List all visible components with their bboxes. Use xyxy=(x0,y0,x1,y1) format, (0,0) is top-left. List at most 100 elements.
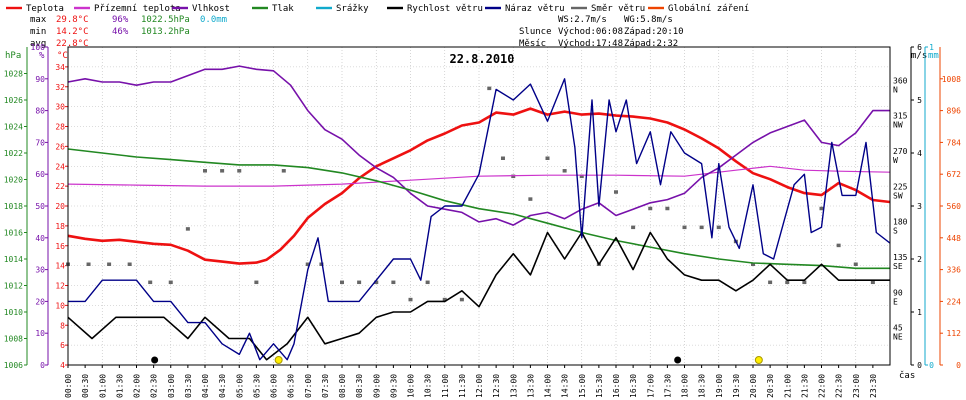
wind-direction-point xyxy=(127,262,132,266)
wind-direction-point xyxy=(340,280,344,285)
wind-direction-point xyxy=(528,197,533,201)
wind-direction-point xyxy=(785,280,790,285)
wind-speed-tick-label: 3 xyxy=(917,202,922,211)
info-panel: WS:2.7m/s WG:5.8m/s Slunce Východ:06:08 … xyxy=(519,15,684,49)
x-tick-label: 00:30 xyxy=(81,374,90,398)
x-tick-label: 18:30 xyxy=(698,374,707,398)
wind-direction-point xyxy=(391,280,396,285)
pressure-tick-label: 1016 xyxy=(4,229,23,238)
x-tick-label: 16:00 xyxy=(612,374,621,398)
sun-moon-markers xyxy=(151,356,763,364)
x-tick-label: 10:30 xyxy=(424,374,433,398)
x-tick-label: 03:00 xyxy=(167,374,176,398)
pressure-tick-label: 1018 xyxy=(4,202,23,211)
wind-speed-unit: m/s xyxy=(911,51,927,61)
wind-direction-point xyxy=(107,262,112,266)
stat-min-temp: 14.2°C xyxy=(56,27,89,37)
radiation-tick-label: 896 xyxy=(947,107,962,116)
wind-direction-compass-label: E xyxy=(893,297,898,306)
x-tick-label: 02:00 xyxy=(133,374,142,398)
wind-direction-point xyxy=(836,243,841,248)
wind-direction-point xyxy=(237,169,242,173)
x-tick-label: 13:30 xyxy=(526,374,535,398)
x-tick-label: 10:00 xyxy=(407,374,416,398)
x-tick-label: 07:00 xyxy=(304,374,313,398)
legend-label: Přízemní teplota xyxy=(94,4,181,14)
x-tick-label: 20:00 xyxy=(749,374,758,398)
moon-marker xyxy=(674,356,682,364)
x-tick-label: 07:30 xyxy=(321,374,330,398)
pressure-tick-label: 1026 xyxy=(4,96,23,105)
wind-direction-point xyxy=(768,280,773,285)
x-tick-label: 21:30 xyxy=(800,374,809,398)
wind-speed-tick-label: 4 xyxy=(917,149,922,158)
temperature-tick-label: 14 xyxy=(55,262,65,271)
wind-direction-tick-label: 45 xyxy=(893,324,903,333)
x-tick-label: 09:00 xyxy=(372,374,381,398)
x-tick-label: 08:00 xyxy=(338,374,347,398)
info-moon-rise: Východ:17:48 xyxy=(558,39,623,49)
x-tick-label: 11:00 xyxy=(441,374,450,398)
stat-max-temp: 29.8°C xyxy=(56,15,89,25)
wind-direction-compass-label: N xyxy=(893,85,898,94)
pressure-tick-label: 1012 xyxy=(4,282,23,291)
humidity-tick-label: 80 xyxy=(35,107,45,116)
legend-label: Teplota xyxy=(26,4,64,14)
wind-speed-tick-label: 1 xyxy=(917,308,922,317)
x-tick-label: 01:00 xyxy=(98,374,107,398)
wind-direction-point xyxy=(168,280,173,285)
info-sun-rise: Východ:06:08 xyxy=(558,27,623,37)
plot-frame xyxy=(67,46,891,366)
wind-direction-compass-label: SE xyxy=(893,262,903,271)
x-tick-label: 12:30 xyxy=(492,374,501,398)
x-tick-label: 14:00 xyxy=(544,374,553,398)
temperature-unit: °C xyxy=(57,51,68,61)
wind-direction-point xyxy=(487,86,492,91)
wind-direction-point xyxy=(148,280,153,285)
temperature-tick-label: 8 xyxy=(60,321,65,330)
legend-label: Globální záření xyxy=(668,4,749,14)
wind-direction-point xyxy=(819,206,824,211)
wind-direction-point xyxy=(682,225,687,230)
series-line xyxy=(67,65,890,226)
wind-direction-point xyxy=(562,169,567,173)
wind-direction-tick-label: 360 xyxy=(893,76,908,85)
data-series xyxy=(67,65,891,361)
x-tick-label: 04:30 xyxy=(218,374,227,398)
x-tick-label: 05:30 xyxy=(252,374,261,398)
legend-label: Směr větru xyxy=(591,4,645,14)
x-tick-label: 05:00 xyxy=(235,374,244,398)
temperature-tick-label: 20 xyxy=(55,202,65,211)
wind-direction-point xyxy=(220,169,225,173)
pressure-tick-label: 1022 xyxy=(4,149,23,158)
wind-speed-tick-label: 2 xyxy=(917,255,922,264)
x-tick-label: 23:30 xyxy=(869,374,878,398)
legend-label: Vlhkost xyxy=(192,4,230,14)
x-tick-label: 09:30 xyxy=(389,374,398,398)
temperature-tick-label: 10 xyxy=(55,301,65,310)
radiation-tick-label: 672 xyxy=(947,170,962,179)
x-tick-label: 15:00 xyxy=(578,374,587,398)
temperature-tick-label: 24 xyxy=(55,162,65,171)
humidity-tick-label: 30 xyxy=(35,266,45,275)
x-tick-label: 08:30 xyxy=(355,374,364,398)
wind-direction-point xyxy=(425,280,430,285)
legend-label: Tlak xyxy=(272,4,294,14)
x-tick-label: 22:00 xyxy=(818,374,827,398)
x-tick-label: 01:30 xyxy=(115,374,124,398)
info-moon-label: Měsíc xyxy=(519,39,546,49)
wind-direction-point xyxy=(86,262,91,266)
x-tick-label: 16:30 xyxy=(629,374,638,398)
legend-label: Srážky xyxy=(336,4,369,14)
wind-direction-compass-label: S xyxy=(893,227,898,236)
wind-direction-point xyxy=(545,156,550,160)
wind-direction-point xyxy=(442,297,447,302)
x-tick-label: 21:00 xyxy=(783,374,792,398)
wind-direction-point xyxy=(614,190,618,194)
wind-direction-point xyxy=(511,174,516,179)
wind-direction-compass-label: W xyxy=(893,156,898,165)
wind-direction-point xyxy=(579,174,584,179)
humidity-tick-label: 70 xyxy=(35,138,45,147)
humidity-tick-label: 100 xyxy=(31,43,46,52)
stat-avg-label: avg xyxy=(30,39,46,49)
